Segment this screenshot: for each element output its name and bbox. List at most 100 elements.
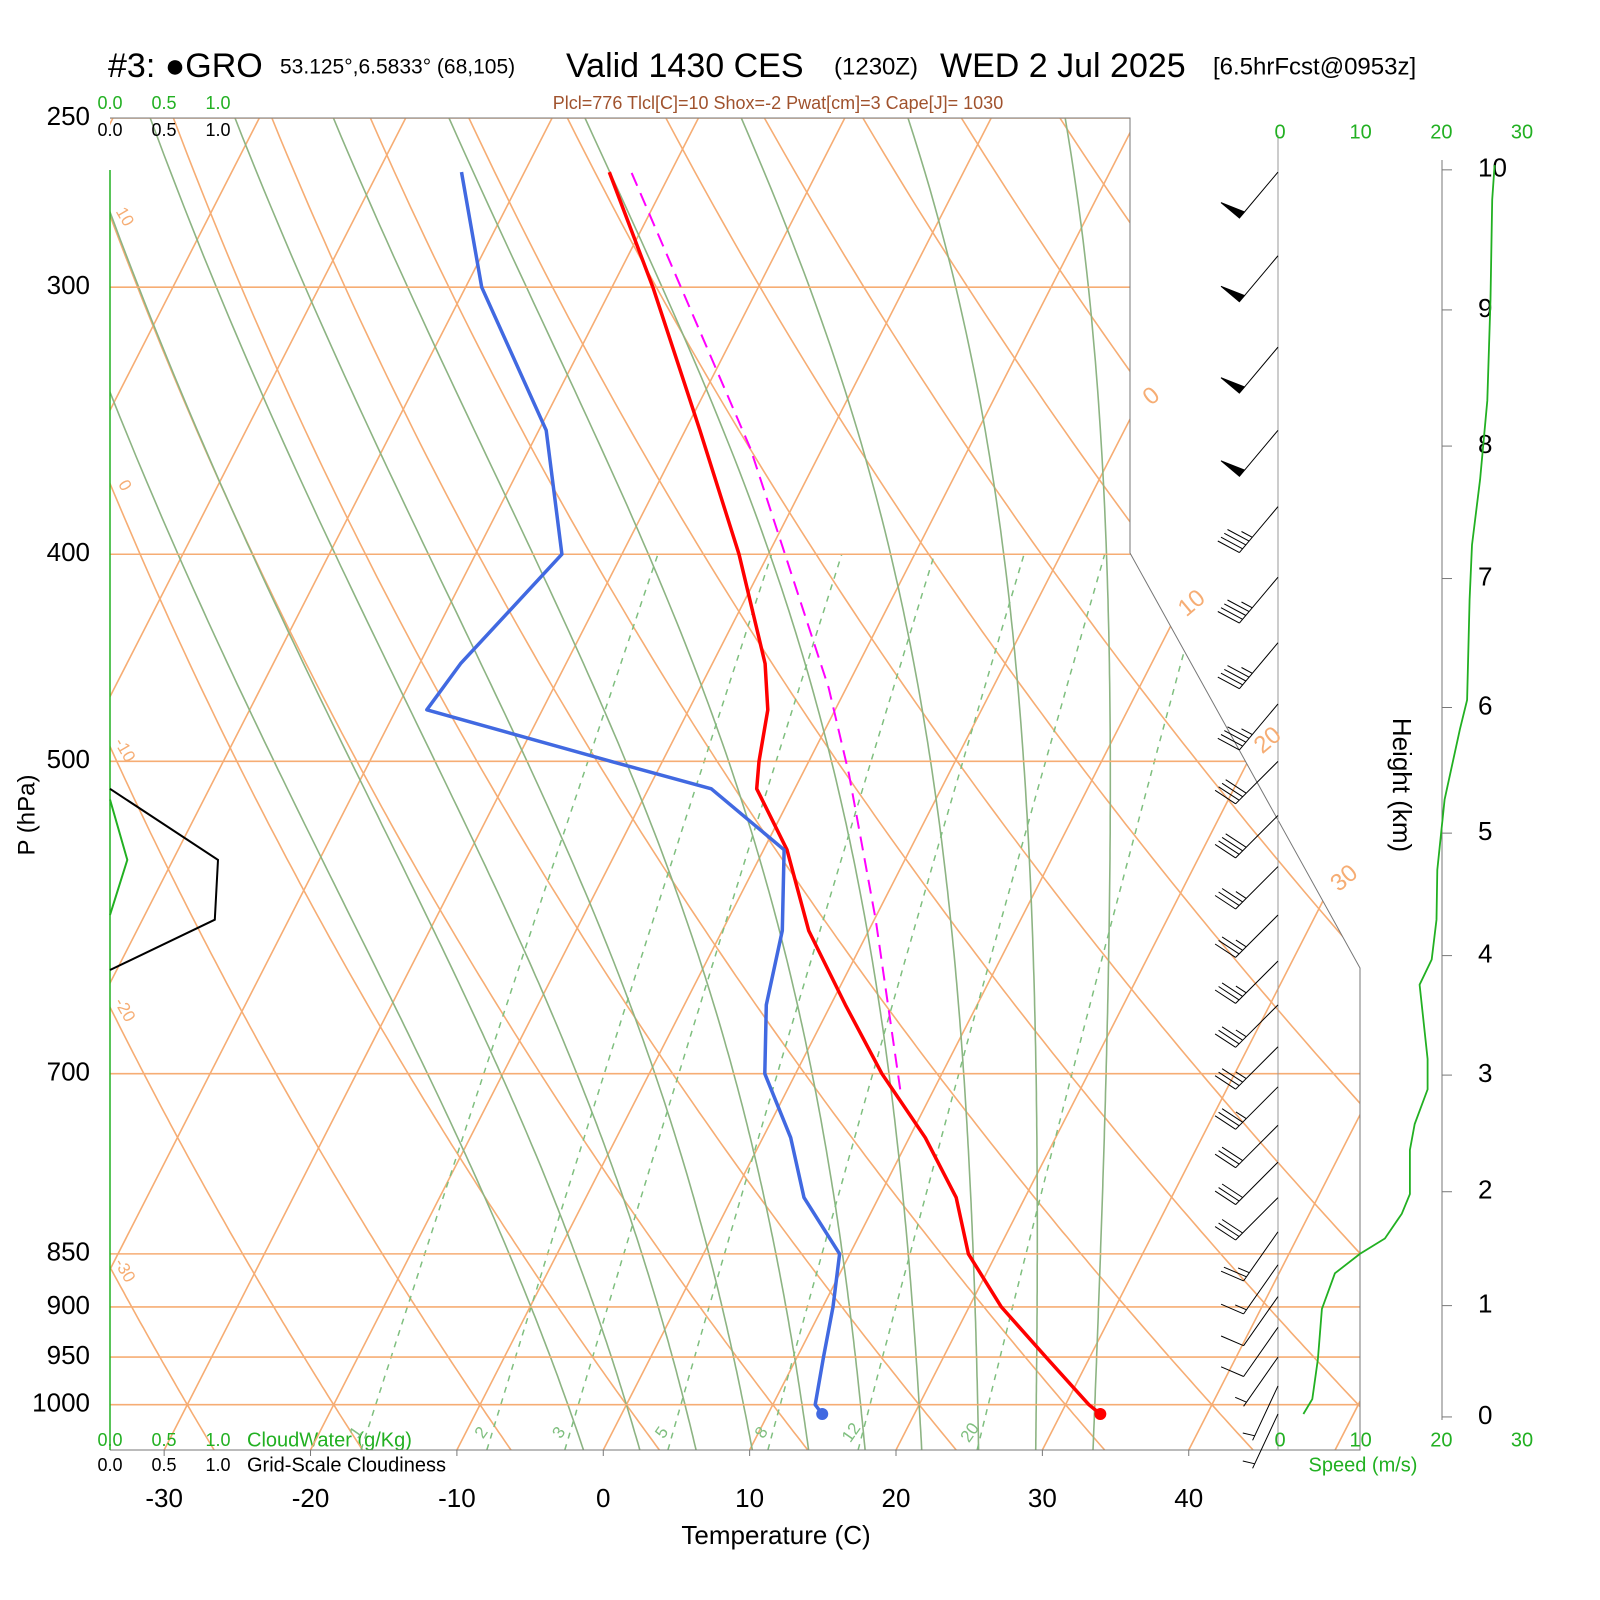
moist-adiabat	[110, 118, 641, 1450]
x-tick-label: 20	[882, 1483, 911, 1513]
height-tick-label: 6	[1478, 690, 1492, 720]
wind-barb	[1220, 171, 1279, 219]
mixing-ratio-line	[360, 553, 659, 1450]
isotherm	[110, 118, 553, 1450]
height-tick-label: 0	[1478, 1400, 1492, 1430]
wind-barb	[1214, 1197, 1279, 1241]
moist-adiabat	[1064, 118, 1112, 1450]
speed-tick-label: 20	[1430, 1429, 1452, 1451]
cloudiness-line	[109, 787, 220, 971]
isotherm	[110, 118, 700, 1450]
height-tick-label: 3	[1478, 1058, 1492, 1088]
dry-adiabat	[172, 118, 957, 1450]
wind-barb	[1220, 1327, 1279, 1377]
x-tick-label: -20	[292, 1483, 330, 1513]
speed-tick-label: 20	[1430, 121, 1452, 143]
wind-barb	[1242, 1413, 1279, 1469]
height-tick-label: 8	[1478, 429, 1492, 459]
x-tick-label: -30	[145, 1483, 183, 1513]
isotherm	[895, 118, 1360, 1450]
x-axis-label: Temperature (C)	[681, 1520, 870, 1550]
wind-barb	[1214, 1004, 1279, 1048]
dry-adiabat	[110, 118, 512, 1450]
height-tick-label: 9	[1478, 293, 1492, 323]
y-tick-label: 250	[47, 101, 90, 131]
speed-tick-label: 30	[1511, 1429, 1533, 1451]
wind-barb	[1214, 1161, 1279, 1206]
speed-tick-label: 0	[1274, 1429, 1285, 1451]
cloud-tick-label: 1.0	[205, 1455, 230, 1475]
surface-marker	[816, 1407, 829, 1420]
wind-barb	[1214, 1086, 1279, 1130]
mixing-ratio-line	[486, 553, 773, 1450]
plot-frame	[110, 117, 1361, 1451]
x-tick-label: 40	[1174, 1483, 1203, 1513]
cloud-water-line	[109, 799, 129, 916]
title-valid: Valid 1430 CES	[566, 47, 804, 85]
dry-adiabat	[369, 118, 1254, 1450]
height-tick-label: 10	[1478, 153, 1507, 183]
moist-adiabat	[907, 118, 1039, 1450]
wind-barb	[1220, 255, 1279, 303]
wind-barb	[1214, 815, 1279, 859]
moist-adiabat	[584, 118, 923, 1450]
cloud-tick-label: 0.5	[151, 1430, 176, 1450]
y-tick-label: 300	[47, 270, 90, 300]
cloud-tick-label: 1.0	[205, 1430, 230, 1450]
wind-barb	[1220, 346, 1279, 394]
wind-barb	[1220, 1296, 1279, 1347]
y-tick-label: 400	[47, 537, 90, 567]
wind-speed-line	[1302, 165, 1496, 1415]
y-axis-label: P (hPa)	[13, 775, 40, 856]
dry-adiabat	[665, 118, 1360, 1450]
cloud-tick-label: 0.0	[97, 1455, 122, 1475]
moist-adiabat	[740, 118, 980, 1450]
y-tick-label: 700	[47, 1057, 90, 1087]
dry-adiabat	[271, 118, 1106, 1450]
surface-marker	[1094, 1407, 1107, 1420]
moist-adiabat	[448, 118, 866, 1450]
dry-adiabat	[862, 118, 1360, 1450]
wind-barb	[1214, 914, 1279, 958]
wind-barb	[1214, 1124, 1279, 1169]
height-tick-label: 5	[1478, 816, 1492, 846]
sounding-line	[630, 171, 902, 1090]
cloudiness-label: Grid-Scale Cloudiness	[247, 1454, 446, 1476]
dry-adiabat	[763, 118, 1360, 1450]
height-tick-label: 2	[1478, 1175, 1492, 1205]
mixing-ratio-line	[857, 553, 1106, 1450]
wind-barb	[1235, 1356, 1279, 1407]
speed-tick-label: 10	[1350, 1429, 1372, 1451]
wind-barb	[1217, 576, 1279, 624]
wind-barb	[1214, 866, 1279, 910]
x-tick-label: 10	[735, 1483, 764, 1513]
sounding-line	[607, 171, 1102, 1416]
cloud-tick-label: 0.5	[151, 120, 176, 140]
cloud-tick-label: 0.5	[151, 93, 176, 113]
moist-adiabat	[110, 118, 585, 1450]
speed-tick-label: 0	[1274, 121, 1285, 143]
wind-barb	[1214, 761, 1279, 805]
height-tick-label: 7	[1478, 561, 1492, 591]
dry-adiabat	[110, 118, 661, 1450]
height-tick-label: 1	[1478, 1289, 1492, 1319]
title-utc: (1230Z)	[834, 53, 918, 80]
wind-barb	[1217, 642, 1279, 690]
title-location: 53.125°,6.5833° (68,105)	[280, 56, 515, 79]
isotherm	[309, 118, 992, 1450]
x-tick-label: 0	[596, 1483, 610, 1513]
speed-axis-label: Speed (m/s)	[1309, 1454, 1418, 1476]
isotherm	[456, 118, 1139, 1450]
speed-tick-label: 10	[1350, 121, 1372, 143]
cloud-tick-label: 0.0	[97, 120, 122, 140]
wind-barb	[1242, 1385, 1279, 1441]
isotherm	[110, 118, 407, 1450]
height-tick-label: 4	[1478, 938, 1492, 968]
y-tick-label: 500	[47, 744, 90, 774]
moist-adiabat	[149, 118, 697, 1450]
title-date: WED 2 Jul 2025	[940, 47, 1186, 85]
dry-adiabat	[110, 118, 215, 1450]
y-tick-label: 1000	[32, 1388, 90, 1418]
subtitle: Plcl=776 Tlcl[C]=10 Shox=-2 Pwat[cm]=3 C…	[553, 93, 1003, 113]
